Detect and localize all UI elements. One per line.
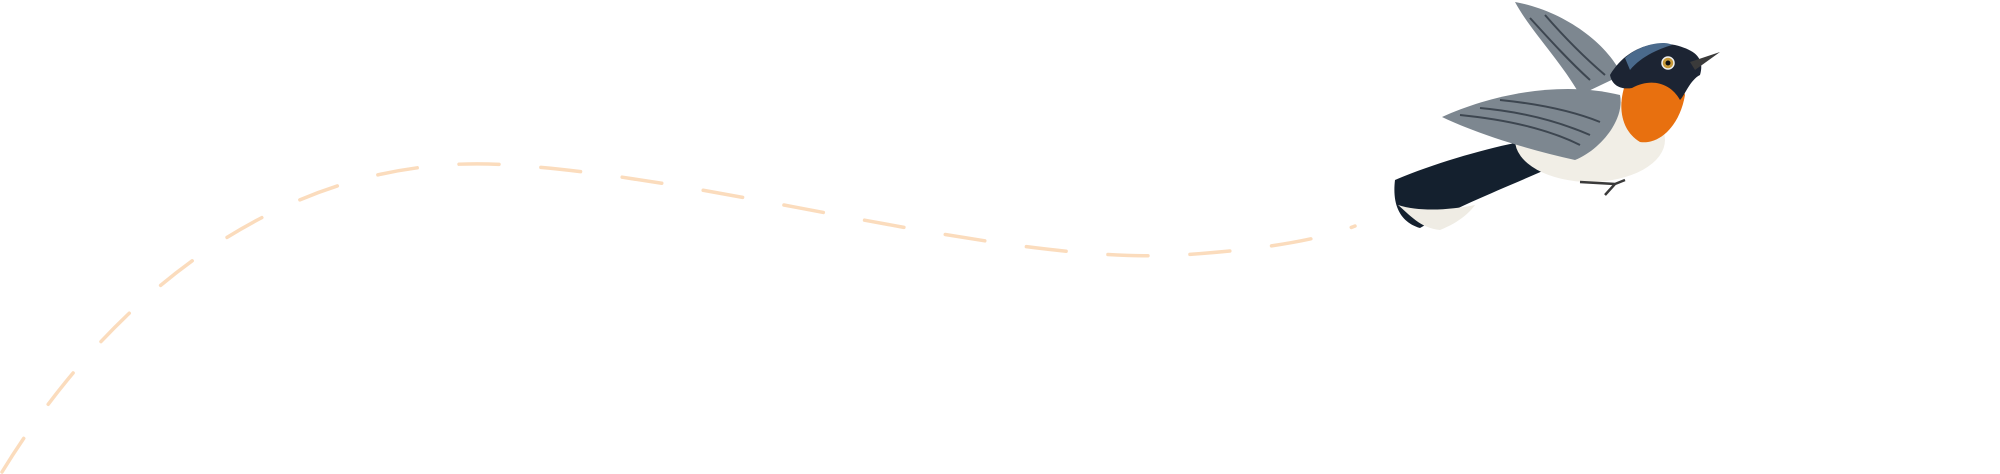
bird-beak: [1690, 52, 1720, 70]
flight-path-dashed-line: [0, 162, 1357, 474]
bird-crown: [1625, 42, 1672, 70]
bird-wing-feathers: [1459, 14, 1606, 146]
bird-pupil: [1665, 60, 1671, 66]
bird-upper-wing: [1515, 2, 1622, 95]
bird-tail-tip: [1398, 205, 1475, 230]
bird-tail: [1394, 143, 1545, 228]
bird-throat: [1621, 74, 1685, 143]
bird-feet: [1579, 178, 1626, 196]
bird-icon: [1394, 2, 1720, 230]
